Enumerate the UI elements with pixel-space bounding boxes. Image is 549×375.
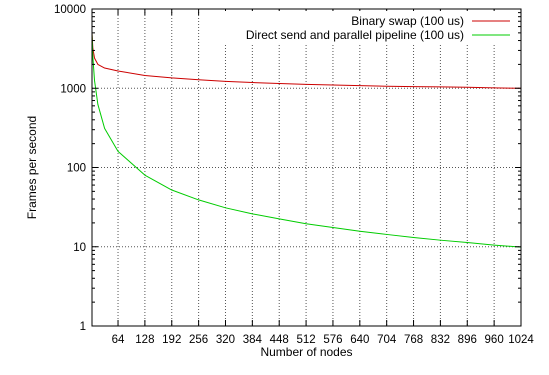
x-tick-label: 320: [216, 334, 235, 346]
x-tick-label: 960: [485, 334, 504, 346]
legend-label-0: Binary swap (100 us): [351, 14, 464, 28]
x-tick-label: 832: [431, 334, 450, 346]
y-tick-label: 10: [73, 242, 86, 254]
x-tick-label: 192: [162, 334, 181, 346]
legend: Binary swap (100 us)Direct send and para…: [200, 11, 518, 43]
y-tick-label: 1: [80, 321, 86, 333]
legend-label-1: Direct send and parallel pipeline (100 u…: [246, 28, 464, 42]
axis-ticks: [92, 8, 522, 327]
x-tick-label: 64: [112, 334, 125, 346]
y-axis-label: Frames per second: [25, 116, 39, 219]
x-tick-label: 384: [243, 334, 263, 346]
grid-lines: [92, 9, 521, 326]
x-tick-label: 128: [135, 334, 154, 346]
x-tick-label: 640: [350, 334, 369, 346]
x-tick-label: 512: [296, 334, 315, 346]
y-tick-label: 1000: [60, 83, 86, 95]
series-line-1: [91, 32, 522, 248]
x-tick-label: 448: [270, 334, 289, 346]
legend-background: [200, 11, 518, 43]
tick-labels: 1 10 100 1000 10000 64 128 192 256 320 384 448 512 57…: [54, 4, 534, 346]
x-tick-label: 704: [377, 334, 397, 346]
x-axis-label: Number of nodes: [260, 345, 352, 359]
x-tick-label: 768: [404, 334, 423, 346]
y-tick-label: 100: [67, 163, 86, 175]
x-tick-label: 1024: [508, 334, 534, 346]
plot-frame: [91, 8, 522, 327]
x-tick-label: 256: [189, 334, 208, 346]
plot-area: [91, 32, 522, 248]
x-tick-label: 896: [458, 334, 477, 346]
x-tick-label: 576: [323, 334, 342, 346]
y-tick-label: 10000: [54, 4, 86, 16]
series-line-0: [91, 32, 522, 89]
